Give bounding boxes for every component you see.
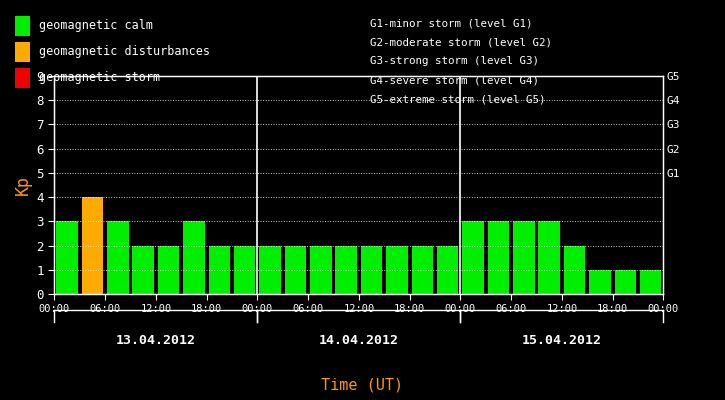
Bar xyxy=(539,221,560,294)
Text: G2-moderate storm (level G2): G2-moderate storm (level G2) xyxy=(370,37,552,47)
Bar xyxy=(234,246,255,294)
Bar xyxy=(158,246,179,294)
Bar xyxy=(285,246,306,294)
Text: G3-strong storm (level G3): G3-strong storm (level G3) xyxy=(370,56,539,66)
Bar xyxy=(336,246,357,294)
Text: geomagnetic calm: geomagnetic calm xyxy=(39,20,153,32)
Bar xyxy=(133,246,154,294)
Bar xyxy=(57,221,78,294)
Bar xyxy=(260,246,281,294)
Text: G1-minor storm (level G1): G1-minor storm (level G1) xyxy=(370,18,532,28)
Bar xyxy=(107,221,128,294)
Bar xyxy=(640,270,661,294)
Text: 15.04.2012: 15.04.2012 xyxy=(522,334,602,347)
Bar xyxy=(513,221,534,294)
Text: geomagnetic storm: geomagnetic storm xyxy=(39,72,160,84)
Bar xyxy=(615,270,636,294)
Text: 14.04.2012: 14.04.2012 xyxy=(319,334,399,347)
Text: 13.04.2012: 13.04.2012 xyxy=(116,334,196,347)
Bar xyxy=(310,246,331,294)
Text: Time (UT): Time (UT) xyxy=(321,377,404,392)
Y-axis label: Kp: Kp xyxy=(14,175,33,195)
Bar xyxy=(82,197,103,294)
Bar xyxy=(488,221,509,294)
Bar xyxy=(564,246,585,294)
Text: G4-severe storm (level G4): G4-severe storm (level G4) xyxy=(370,76,539,86)
Text: geomagnetic disturbances: geomagnetic disturbances xyxy=(39,46,210,58)
Bar xyxy=(209,246,230,294)
Bar xyxy=(412,246,433,294)
Bar xyxy=(361,246,382,294)
Bar xyxy=(386,246,407,294)
Bar xyxy=(183,221,204,294)
Bar xyxy=(463,221,484,294)
Text: G5-extreme storm (level G5): G5-extreme storm (level G5) xyxy=(370,95,545,105)
Bar xyxy=(437,246,458,294)
Bar xyxy=(589,270,610,294)
